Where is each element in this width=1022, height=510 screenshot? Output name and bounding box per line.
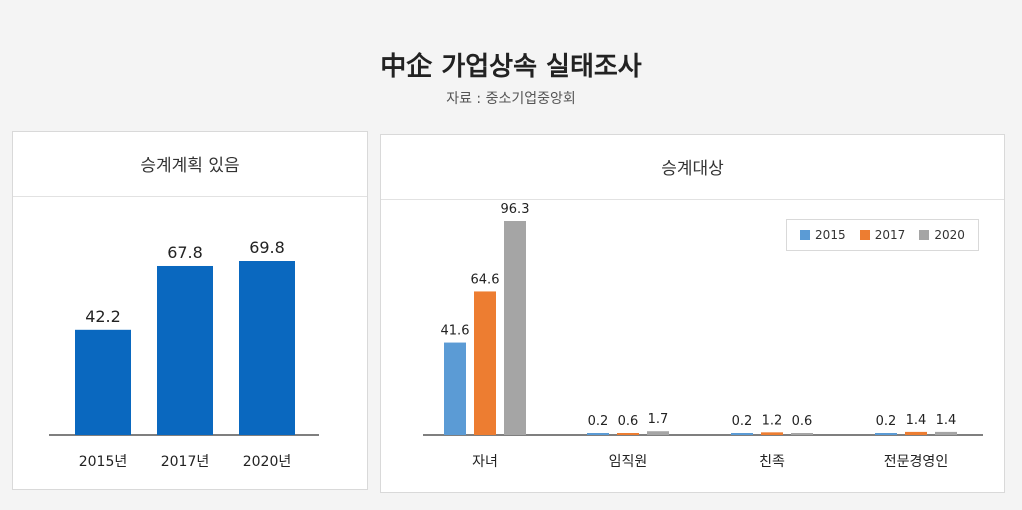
value-label-자녀-2015: 41.6	[441, 324, 470, 339]
value-label-2020년: 69.8	[249, 238, 285, 257]
x-tick-label-2020년: 2020년	[243, 454, 292, 470]
value-label-전문경영인-2020: 1.4	[936, 413, 957, 428]
bar-임직원-2017	[617, 433, 639, 435]
value-label-임직원-2015: 0.2	[588, 414, 609, 429]
x-tick-label-자녀: 자녀	[472, 454, 498, 470]
value-label-전문경영인-2017: 1.4	[906, 413, 927, 428]
value-label-친족-2020: 0.6	[792, 414, 813, 429]
legend-swatch-2020	[919, 230, 930, 240]
succession-target-panel: 승계대상 41.6 64.6 96.3 자녀 0.2 0.6 1.7 임직원 0.2 1.2 0.6…	[380, 134, 1005, 493]
bar-자녀-2020	[504, 221, 526, 435]
value-label-친족-2015: 0.2	[732, 414, 753, 429]
value-label-임직원-2020: 1.7	[648, 412, 669, 427]
bar-임직원-2020	[647, 431, 669, 435]
x-tick-label-2015년: 2015년	[79, 454, 128, 470]
value-label-2015년: 42.2	[85, 307, 121, 326]
bar-전문경영인-2015	[875, 433, 897, 435]
value-label-2017년: 67.8	[167, 243, 203, 262]
legend-swatch-2015	[800, 230, 811, 240]
succession-plan-chart: 42.2 2015년 67.8 2017년 69.8 2020년	[49, 238, 319, 470]
x-tick-label-임직원: 임직원	[609, 454, 648, 470]
value-label-자녀-2017: 64.6	[471, 272, 500, 287]
bar-전문경영인-2020	[935, 431, 957, 435]
legend-label-2020: 2020	[934, 228, 965, 242]
bar-전문경영인-2017	[905, 431, 927, 435]
source-note: 자료 : 중소기업중앙회	[446, 91, 576, 107]
legend: 2015 2017 2020	[786, 219, 979, 251]
legend-label-2017: 2017	[874, 228, 906, 242]
succession-plan-title: 승계계획 있음	[13, 132, 367, 197]
legend-item-2017: 2017	[859, 228, 906, 242]
value-label-친족-2017: 1.2	[762, 413, 783, 428]
succession-target-chart: 41.6 64.6 96.3 자녀 0.2 0.6 1.7 임직원 0.2 1.2 0.6 친족 0.2…	[423, 202, 983, 470]
x-tick-label-친족: 친족	[759, 454, 785, 470]
bar-임직원-2015	[587, 433, 609, 435]
bar-자녀-2017	[474, 291, 496, 435]
value-label-자녀-2020: 96.3	[501, 202, 530, 217]
legend-item-2015: 2015	[800, 228, 846, 242]
succession-plan-panel: 승계계획 있음 42.2 2015년 67.8 2017년 69.8 2020년	[12, 131, 368, 490]
bar-친족-2015	[731, 433, 753, 435]
x-tick-label-전문경영인: 전문경영인	[884, 454, 948, 470]
bar-2015년	[75, 329, 131, 435]
bar-친족-2020	[791, 433, 813, 435]
bar-2020년	[239, 261, 295, 435]
succession-target-title: 승계대상	[381, 135, 1004, 200]
bar-2017년	[157, 265, 213, 435]
x-tick-label-2017년: 2017년	[161, 454, 210, 470]
chart-title: 中企 가업상속 실태조사	[380, 52, 642, 82]
value-label-임직원-2017: 0.6	[618, 414, 639, 429]
legend-item-2020: 2020	[919, 228, 965, 242]
legend-swatch-2017	[859, 230, 870, 240]
bar-자녀-2015	[444, 342, 466, 435]
legend-label-2015: 2015	[815, 228, 846, 242]
bar-친족-2017	[761, 432, 783, 435]
value-label-전문경영인-2015: 0.2	[876, 414, 897, 429]
